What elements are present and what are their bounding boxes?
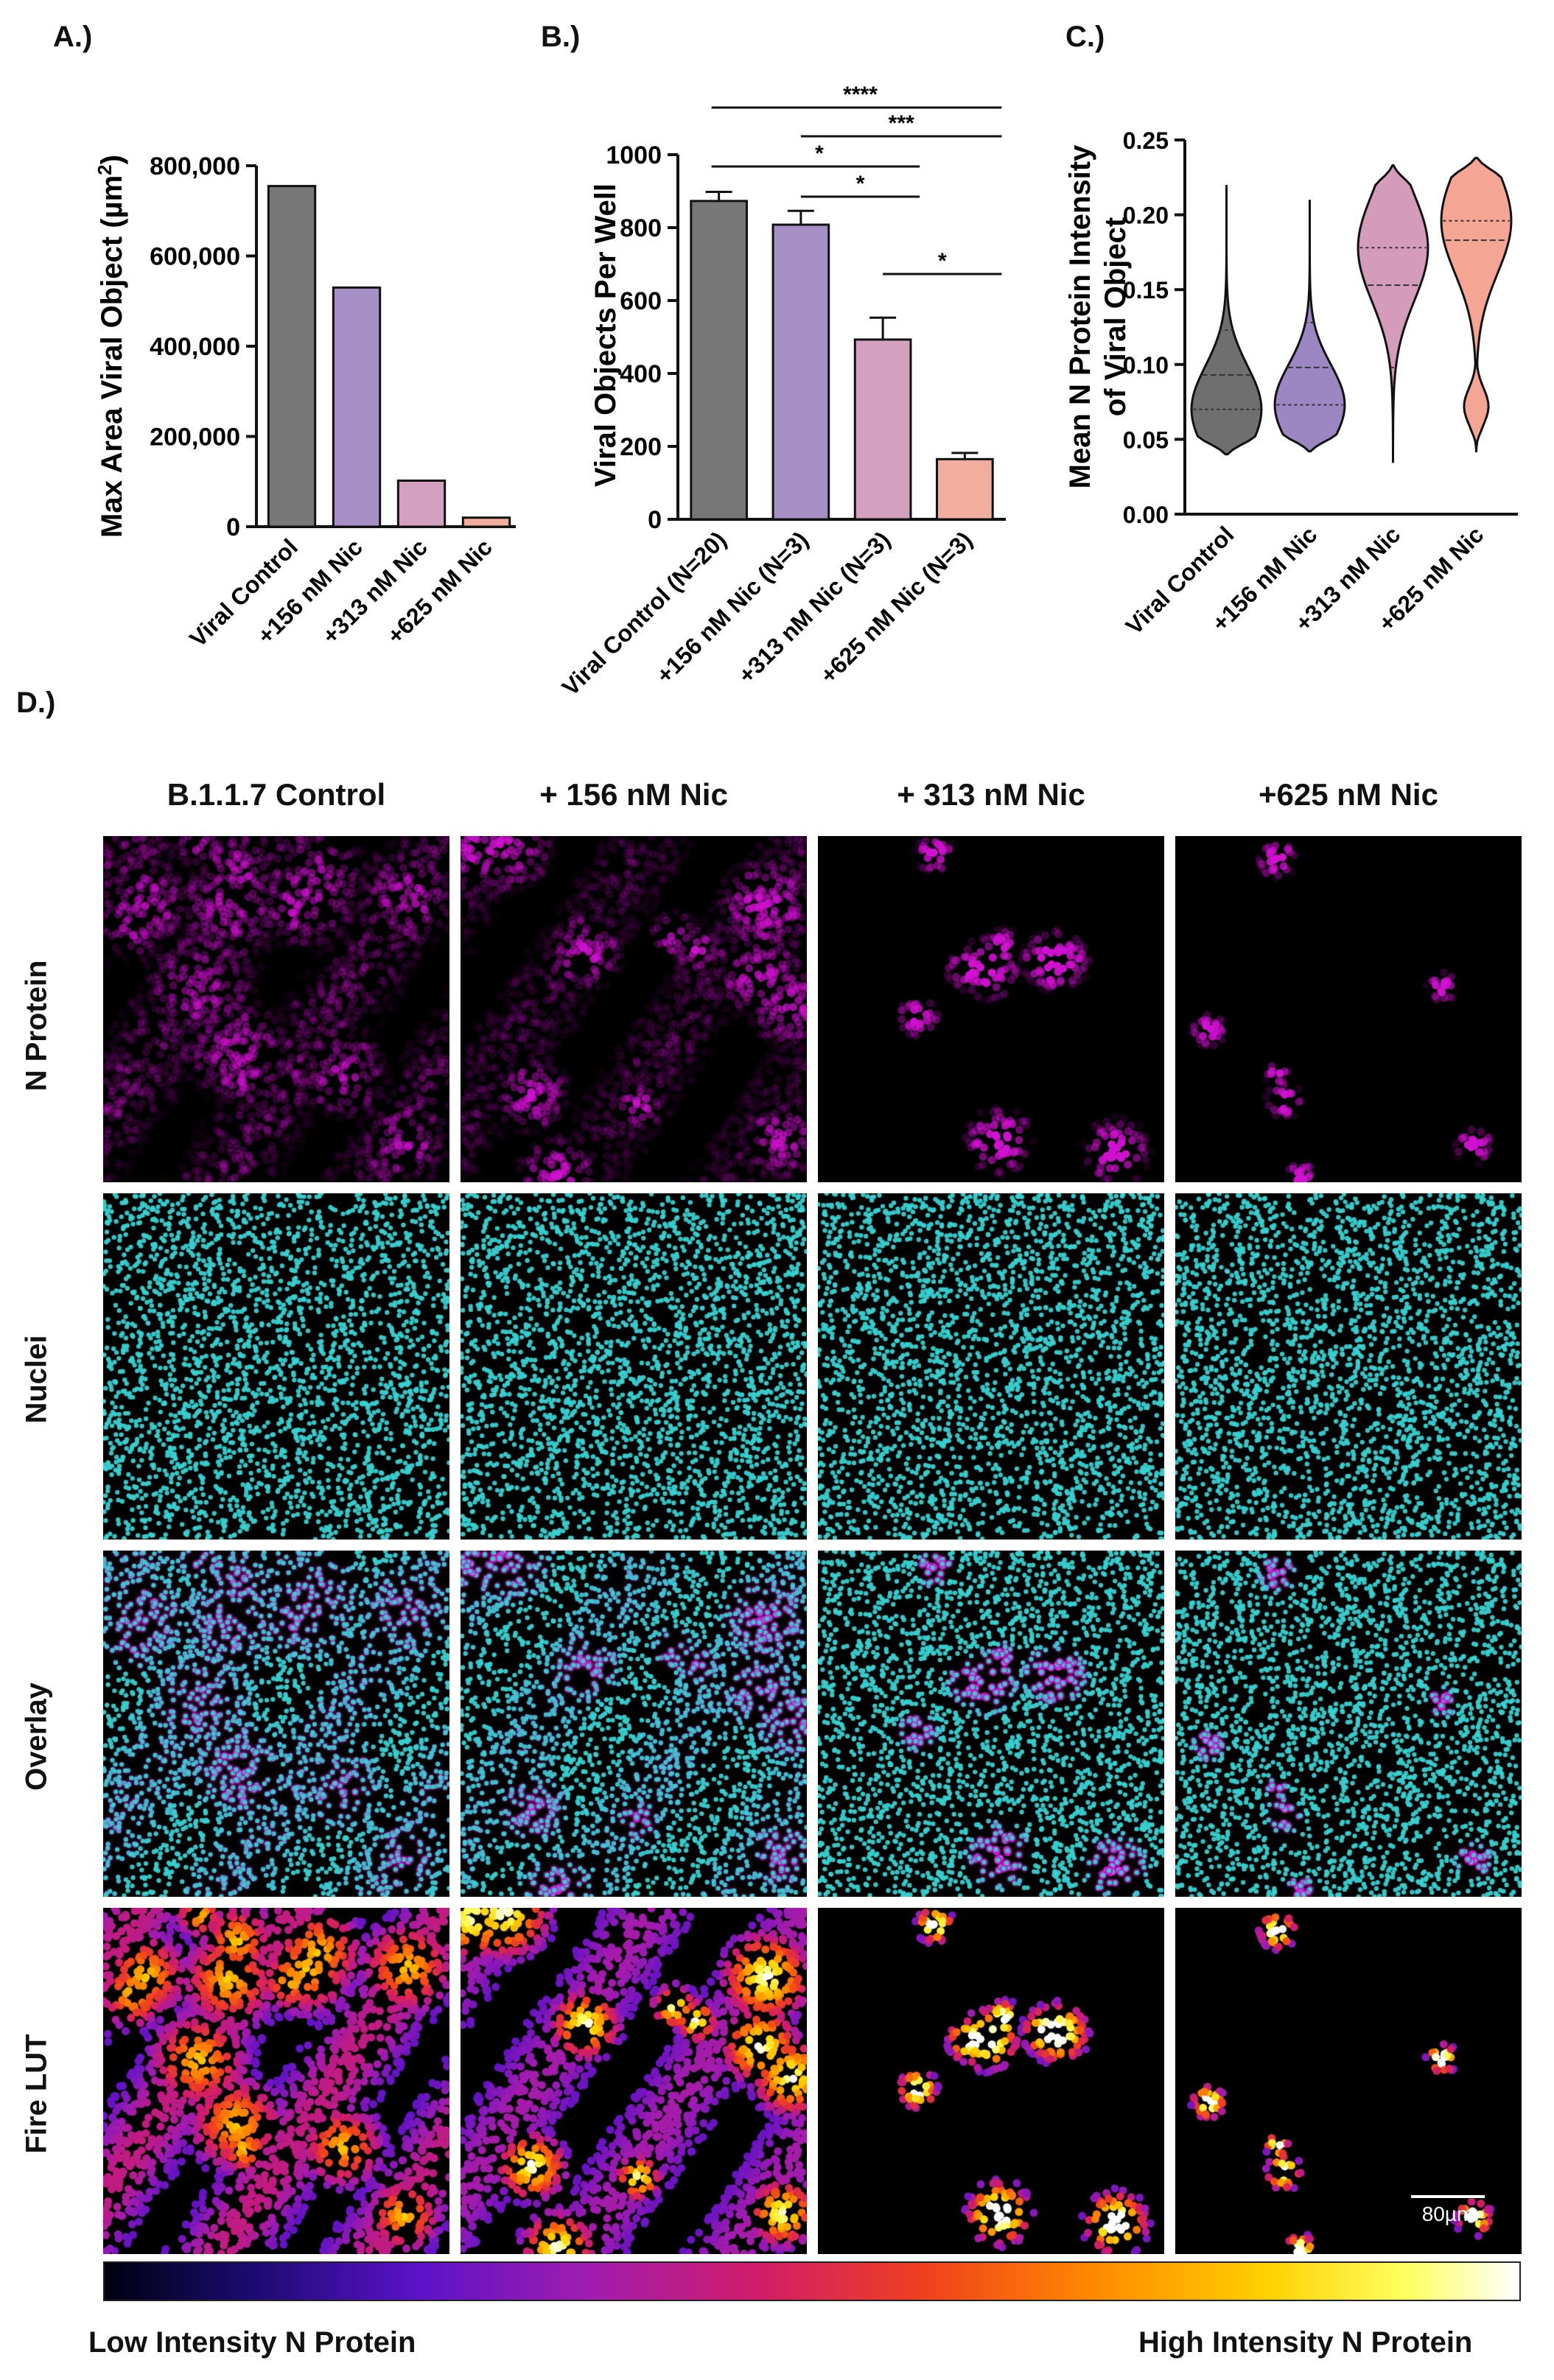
micrograph-canvas [461,836,807,1182]
micrograph-fire-lut-3 [818,1908,1164,2254]
micrograph-canvas [103,836,449,1182]
scale-bar-line [1411,2195,1485,2198]
micrograph-canvas [818,1193,1164,1540]
bar-3 [936,457,994,521]
micrograph-overlay-3 [818,1551,1164,1897]
micrograph-canvas [818,1908,1164,2254]
micrograph-n-protein-3 [818,836,1164,1182]
micrograph-canvas [818,836,1164,1182]
panel-label-a: A.) [53,21,93,53]
row-label-nuclei: Nuclei [20,1335,53,1424]
micrograph-canvas [461,1193,807,1540]
bar-3 [461,516,511,528]
significance-label: * [856,172,865,196]
significance-label: * [815,141,824,166]
micrograph-overlay-1 [103,1551,449,1897]
violin-1 [1273,200,1346,453]
x-tick-label: +313 nM Nic (N=3) [733,526,895,688]
significance-label: *** [889,111,914,136]
panel-label-c: C.) [1065,21,1105,53]
micrograph-nuclei-2 [461,1193,807,1540]
y-tick-label: 0.10 [1123,352,1169,379]
x-tick-label: +156 nM Nic (N=3) [651,526,813,688]
micrograph-nuclei-4 [1175,1193,1522,1540]
bar-0 [690,200,748,521]
y-axis-label: Max Area Viral Object (µm2) [94,155,128,538]
lut-high-label: High Intensity N Protein [1138,2326,1473,2359]
y-tick-label: 0 [648,506,662,534]
bar-2 [396,480,447,528]
scale-bar: 80µm [1404,2195,1492,2226]
x-tick-label: Viral Control (N=20) [557,526,732,701]
panel-label-b: B.) [541,21,581,53]
y-tick-label: 0.00 [1123,502,1169,528]
micrograph-canvas [103,1193,449,1540]
y-tick-label: 0.20 [1123,203,1169,229]
micrograph-canvas [103,1551,449,1897]
micrograph-fire-lut-2 [461,1908,807,2254]
scale-bar-label: 80µm [1421,2202,1474,2225]
micrograph-nuclei-1 [103,1193,449,1540]
micrograph-overlay-4 [1175,1551,1522,1897]
micrograph-canvas [461,1551,807,1897]
y-axis-label: Viral Objects Per Well [589,183,622,487]
y-tick-label: 0 [226,513,240,541]
bar-0 [267,185,317,528]
fire-lut-colorbar [103,2261,1521,2301]
x-tick-label: +625 nM Nic (N=3) [815,526,977,688]
micrograph-overlay-2 [461,1551,807,1897]
column-label-313: + 313 nM Nic [897,777,1085,812]
row-label-fire-lut: Fire LUT [20,2034,53,2154]
micrograph-n-protein-1 [103,836,449,1182]
violin-0 [1190,184,1263,456]
micrograph-canvas [818,1551,1164,1897]
y-tick-label: 0.05 [1123,426,1169,453]
y-tick-label: 200,000 [150,424,240,452]
row-label-overlay: Overlay [20,1682,53,1791]
column-label-control: B.1.1.7 Control [167,777,386,812]
y-tick-label: 200 [620,433,662,461]
significance-label: **** [843,83,878,107]
violin-2 [1357,164,1429,463]
micrograph-n-protein-4 [1175,836,1522,1182]
violin-3 [1440,156,1513,453]
micrograph-canvas [103,1908,449,2254]
micrograph-canvas [461,1908,807,2254]
micrograph-fire-lut-1 [103,1908,449,2254]
micrograph-n-protein-2 [461,836,807,1182]
micrograph-nuclei-3 [818,1193,1164,1540]
significance-label: * [938,249,947,273]
column-label-156: + 156 nM Nic [539,777,728,812]
y-tick-label: 1000 [606,141,662,169]
y-axis-label-line1: Mean N Protein Intensity [1064,144,1096,488]
y-tick-label: 0.15 [1123,277,1169,303]
y-tick-label: 800,000 [150,152,240,180]
y-tick-label: 400 [620,360,662,388]
bar-2 [853,338,912,521]
y-tick-label: 400,000 [150,333,240,361]
column-label-625: +625 nM Nic [1259,777,1438,812]
bar-1 [771,223,830,521]
y-axis-label-line2: of Viral Object [1099,217,1132,416]
chart-b-objects-per-well: 0 200 400 600 800 1000 Viral Control (N=20)+15… [557,83,1006,701]
panel-label-d: D.) [16,687,56,719]
y-tick-label: 0.25 [1123,127,1169,154]
micrograph-canvas [1175,1551,1522,1897]
row-label-n-protein: N Protein [20,960,53,1092]
lut-low-label: Low Intensity N Protein [88,2326,416,2359]
micrograph-canvas [1175,836,1522,1182]
bar-1 [332,286,382,528]
y-tick-label: 800 [620,214,662,242]
y-tick-label: 600,000 [150,243,240,271]
micrograph-canvas [1175,1193,1522,1540]
y-tick-label: 600 [620,287,662,315]
